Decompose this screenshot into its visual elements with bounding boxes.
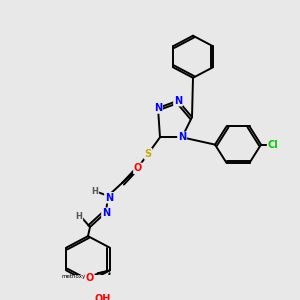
Text: N: N (105, 193, 113, 203)
Text: H: H (76, 212, 82, 220)
Text: N: N (178, 132, 186, 142)
Text: N: N (154, 103, 162, 113)
Text: N: N (102, 208, 110, 218)
Text: S: S (144, 149, 152, 159)
Text: O: O (83, 272, 92, 282)
Text: O: O (85, 273, 94, 283)
Text: methoxy: methoxy (61, 274, 86, 279)
Text: O: O (134, 164, 142, 173)
Text: Cl: Cl (268, 140, 278, 150)
Text: N: N (174, 96, 182, 106)
Text: OH: OH (94, 294, 111, 300)
Text: H: H (92, 187, 98, 196)
